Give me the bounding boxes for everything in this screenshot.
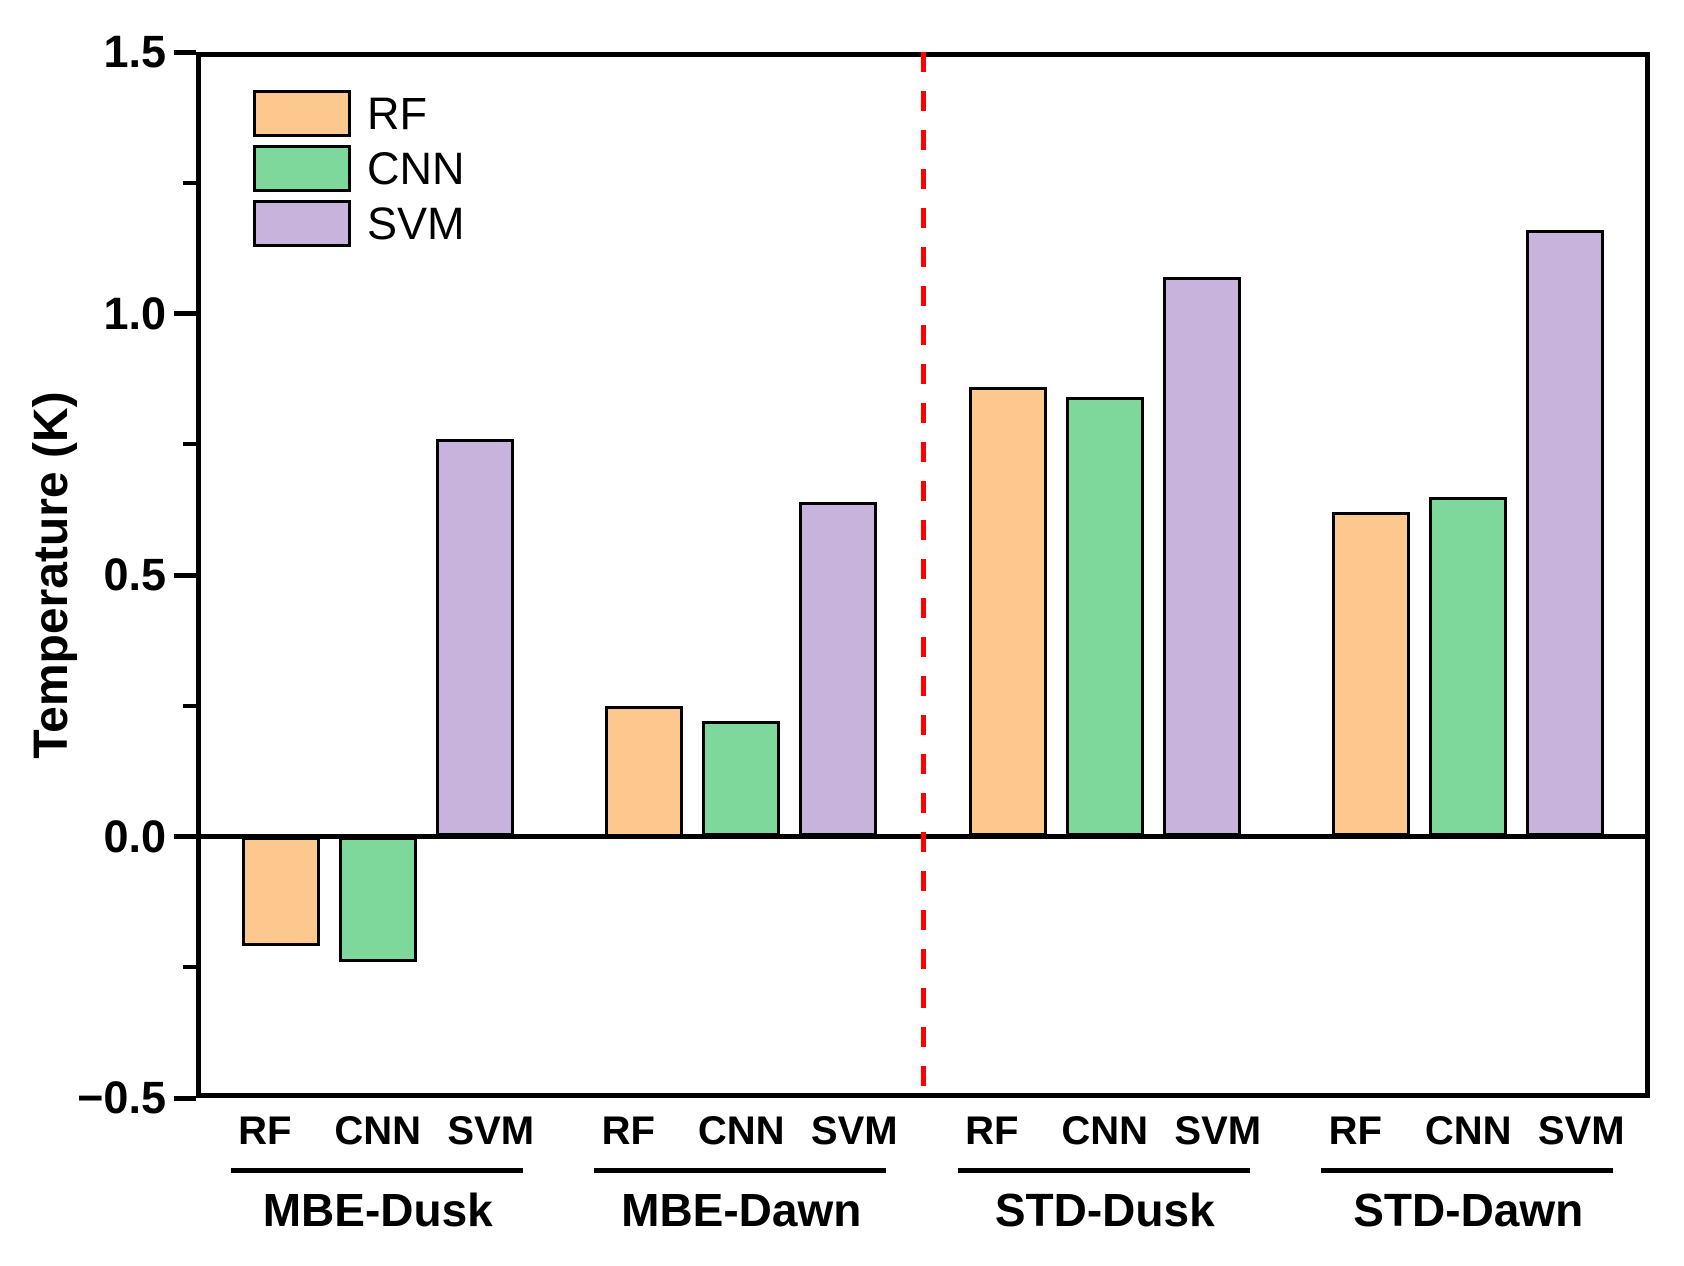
x-sublabel-STD-Dusk-CNN: CNN [1061, 1109, 1149, 1153]
y-tick-label: −0.5 [77, 1072, 166, 1123]
bar-MBE-Dusk-SVM [435, 439, 514, 837]
bar-MBE-Dawn-SVM [799, 501, 878, 837]
group-label-STD-Dawn: STD-Dawn [1353, 1184, 1584, 1236]
legend-swatch-CNN [253, 145, 351, 192]
y-major-tick [174, 834, 196, 839]
bar-MBE-Dawn-RF [605, 705, 684, 837]
x-sublabel-MBE-Dawn-SVM: SVM [810, 1109, 898, 1153]
y-major-tick [174, 49, 196, 55]
y-minor-tick [183, 180, 196, 185]
bar-STD-Dusk-CNN [1065, 397, 1144, 837]
bar-STD-Dawn-RF [1332, 512, 1411, 837]
x-sublabel-STD-Dusk-SVM: SVM [1174, 1109, 1262, 1153]
legend-label-CNN: CNN [367, 143, 465, 194]
bar-STD-Dusk-RF [968, 386, 1047, 837]
bar-STD-Dawn-SVM [1526, 229, 1605, 837]
group-label-MBE-Dawn: MBE-Dawn [621, 1184, 862, 1236]
x-sublabel-MBE-Dawn-CNN: CNN [697, 1109, 785, 1153]
bar-STD-Dusk-SVM [1162, 276, 1241, 837]
x-sublabel-MBE-Dawn-RF: RF [601, 1109, 655, 1153]
y-minor-tick [183, 703, 196, 708]
legend-label-RF: RF [367, 88, 427, 139]
y-major-tick [174, 572, 196, 578]
y-major-tick [174, 1095, 196, 1101]
group-underline-STD-Dusk [957, 1168, 1250, 1173]
y-minor-tick [183, 965, 196, 970]
x-sublabel-STD-Dawn-RF: RF [1328, 1109, 1382, 1153]
x-sublabel-STD-Dusk-RF: RF [965, 1109, 1019, 1153]
group-underline-MBE-Dusk [230, 1168, 523, 1173]
bar-MBE-Dusk-RF [241, 836, 320, 947]
y-minor-tick [183, 442, 196, 447]
group-label-MBE-Dusk: MBE-Dusk [262, 1184, 493, 1236]
legend-label-SVM: SVM [367, 198, 465, 249]
bar-STD-Dawn-CNN [1429, 496, 1508, 837]
red-dashed-separator-line [920, 52, 926, 1098]
x-sublabel-MBE-Dusk-CNN: CNN [334, 1109, 422, 1153]
y-tick-label: 1.5 [103, 26, 166, 77]
x-sublabel-STD-Dawn-CNN: CNN [1424, 1109, 1512, 1153]
group-underline-STD-Dawn [1321, 1168, 1614, 1173]
x-sublabel-MBE-Dusk-SVM: SVM [447, 1109, 535, 1153]
y-major-tick [174, 311, 196, 316]
x-sublabel-STD-Dawn-SVM: SVM [1537, 1109, 1625, 1153]
y-tick-label: 0.0 [103, 810, 166, 862]
bar-MBE-Dawn-CNN [702, 721, 781, 837]
legend-swatch-RF [253, 90, 351, 137]
group-underline-MBE-Dawn [594, 1168, 887, 1173]
legend-swatch-SVM [253, 200, 351, 247]
y-tick-label: 1.0 [103, 287, 166, 339]
y-tick-label: 0.5 [103, 549, 166, 600]
bar-MBE-Dusk-CNN [338, 836, 417, 963]
group-label-STD-Dusk: STD-Dusk [994, 1184, 1215, 1236]
x-sublabel-MBE-Dusk-RF: RF [238, 1109, 292, 1153]
